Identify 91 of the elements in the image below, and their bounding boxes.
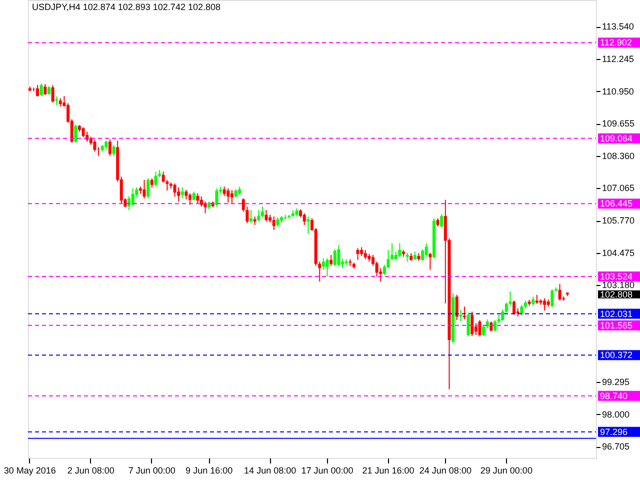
candlestick [146,178,150,199]
y-tick-label: 113.540 [602,22,634,32]
candlestick [466,312,470,338]
candlestick [512,300,516,316]
ref-line-label: 112.902 [600,38,632,48]
candlestick [462,306,466,320]
x-tick-label: 21 Jun 16:00 [362,466,414,476]
candlestick [204,201,207,214]
chart-title: USDJPY,H4 102.874 102.893 102.742 102.808 [32,2,220,12]
ref-line-label: 101.565 [600,320,633,330]
y-tick-label: 110.950 [602,86,634,96]
candlestick [558,283,562,302]
candlestick [326,258,329,278]
candlestick [74,124,78,144]
candlestick [184,189,188,200]
candlestick [260,206,264,218]
candlestick [390,242,394,260]
candlestick [82,126,85,138]
ref-line-label: 100.372 [600,350,633,360]
candlestick [493,320,496,332]
x-tick-label: 14 Jun 08:00 [244,466,296,476]
candlestick [421,248,424,262]
y-tick-label: 99.295 [602,377,630,388]
y-tick-label: 108.360 [602,150,635,161]
candlestick [188,192,192,206]
candlestick [257,210,260,222]
ref-line-label: 98.740 [600,390,628,401]
x-tick-label: 7 Jun 00:00 [128,466,176,476]
candlestick [196,192,200,204]
candlestick [333,248,336,266]
candlestick [40,82,43,97]
candlestick [226,188,230,204]
y-tick-label: 112.245 [602,54,634,64]
ref-line-label: 109.064 [600,133,633,144]
candlestick [375,261,378,278]
candlestick [356,248,360,260]
candlestick [180,186,184,199]
candlestick [424,242,428,258]
candlestick [543,298,546,312]
y-tick-label: 96.705 [602,442,630,452]
candlestick [250,210,253,224]
candlestick [455,294,458,321]
candlestick [478,320,482,338]
candlestick [398,242,402,258]
x-tick-label: 17 Jun 00:00 [301,466,354,476]
candlestick [264,210,268,222]
candlestick [173,182,176,198]
candlestick [230,190,234,204]
candlestick [131,188,134,207]
candlestick [215,188,218,208]
candlestick [520,304,524,316]
x-tick-label: 2 Jun 08:00 [67,466,114,476]
candlestick [322,258,325,270]
candlestick [532,296,535,306]
candlestick [272,216,276,230]
y-tick-label: 109.655 [602,118,635,129]
candlestick [302,212,306,226]
y-tick-label: 104.475 [602,248,635,258]
y-tick-label: 98.000 [602,409,630,420]
candlestick [470,311,474,337]
candlestick [337,244,340,266]
candlestick [330,254,333,266]
candlestick [108,138,112,156]
candlestick [364,249,367,260]
x-tick-label: 30 May 2016 [4,466,56,476]
candlestick [154,171,158,188]
candlestick [501,308,504,322]
ref-line-label: 103.524 [600,272,633,282]
x-tick-label: 29 Jun 00:00 [480,466,532,476]
candlestick [428,252,432,270]
candlestick [550,288,554,308]
ref-line-label: 97.296 [600,426,628,437]
y-tick-label: 107.065 [602,183,635,194]
candlestick [177,186,180,202]
candlestick [44,84,47,96]
candlestick [276,216,280,228]
x-tick-label: 24 Jun 08:00 [419,466,472,476]
candlestick [200,196,203,208]
text: 102.808 [600,289,633,300]
candlestick [51,84,54,104]
candlestick [440,214,444,228]
candlestick [482,324,486,337]
candlestick [93,139,96,152]
candlestick [142,179,146,199]
candlestick [36,84,40,98]
x-tick-label: 9 Jun 16:00 [186,466,233,476]
candlestick [112,144,116,156]
ref-line-label: 106.445 [600,198,633,209]
y-tick-label: 103.180 [602,280,635,290]
ref-line-label: 102.031 [600,308,633,319]
y-tick-label: 105.770 [602,216,635,226]
